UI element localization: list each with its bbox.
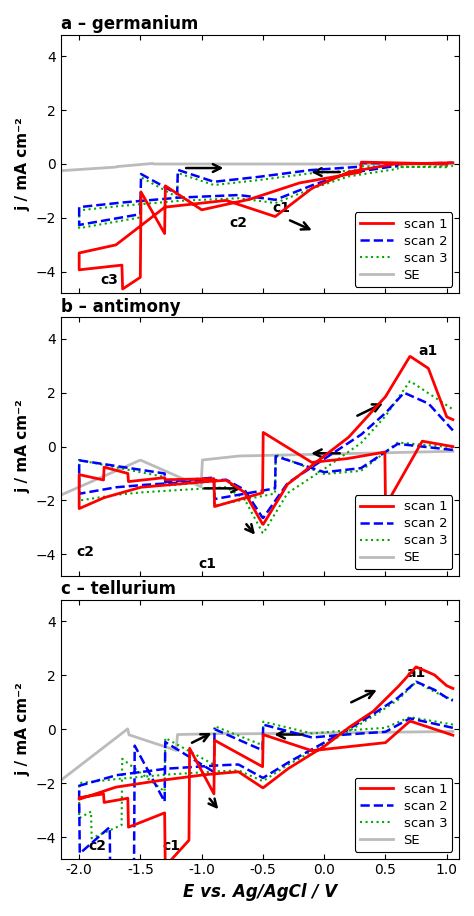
Text: a1: a1 bbox=[407, 666, 426, 680]
X-axis label: E vs. Ag/AgCl / V: E vs. Ag/AgCl / V bbox=[183, 883, 337, 901]
Legend: scan 1, scan 2, scan 3, SE: scan 1, scan 2, scan 3, SE bbox=[355, 778, 452, 852]
Text: c2: c2 bbox=[76, 545, 94, 559]
Text: c1: c1 bbox=[199, 557, 217, 571]
Text: c1: c1 bbox=[162, 839, 180, 854]
Text: c2: c2 bbox=[89, 839, 107, 854]
Text: c – tellurium: c – tellurium bbox=[61, 580, 176, 598]
Text: a1: a1 bbox=[419, 344, 438, 358]
Y-axis label: j / mA cm⁻²: j / mA cm⁻² bbox=[15, 682, 30, 776]
Text: c3: c3 bbox=[101, 273, 119, 287]
Text: c2: c2 bbox=[229, 216, 247, 230]
Text: a – germanium: a – germanium bbox=[61, 15, 198, 33]
Text: b – antimony: b – antimony bbox=[61, 298, 181, 316]
Legend: scan 1, scan 2, scan 3, SE: scan 1, scan 2, scan 3, SE bbox=[355, 213, 452, 287]
Y-axis label: j / mA cm⁻²: j / mA cm⁻² bbox=[15, 399, 30, 494]
Y-axis label: j / mA cm⁻²: j / mA cm⁻² bbox=[15, 117, 30, 211]
Legend: scan 1, scan 2, scan 3, SE: scan 1, scan 2, scan 3, SE bbox=[355, 495, 452, 570]
Text: c1: c1 bbox=[273, 202, 291, 215]
